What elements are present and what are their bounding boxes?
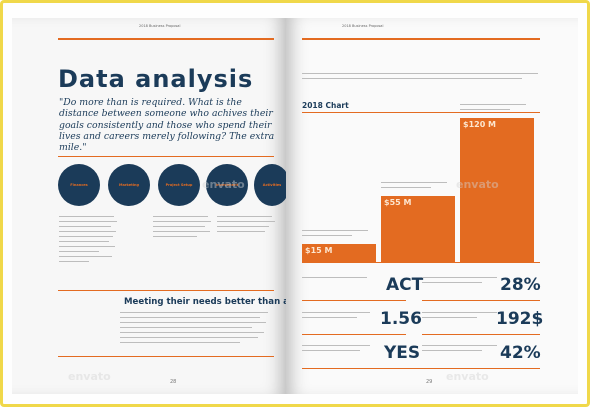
stat-caption [422, 345, 507, 355]
bottom-rule [58, 356, 274, 357]
stat-value: 42% [500, 343, 541, 363]
running-header: 2018 Business Proposal [139, 24, 181, 28]
chart-rule [302, 112, 540, 113]
bar-data-label: $55 M [384, 198, 412, 207]
stat-value: 192$ [496, 309, 544, 329]
left-page: 2018 Business Proposal Data analysis "Do… [12, 18, 319, 394]
right-page: 2018 Business Proposal 2018 Chart $15 M $… [286, 18, 578, 394]
page-number: 28 [170, 379, 177, 385]
stat-caption [302, 312, 387, 322]
circle-activities: Activities [254, 164, 290, 206]
watermark: envato [68, 370, 111, 383]
stat-caption [302, 277, 387, 282]
bar-caption [302, 230, 376, 240]
stat-caption [422, 277, 507, 287]
chart-bar [381, 196, 455, 262]
circle-project-setup: Project Setup [158, 164, 200, 206]
stat-value: YES [384, 343, 421, 363]
circle-label: Finances [70, 183, 88, 187]
top-rule [302, 38, 540, 40]
running-header: 2018 Business Proposal [342, 24, 384, 28]
circle-label: Project Setup [165, 183, 193, 187]
watermark: envato [202, 178, 245, 191]
bar-caption [460, 104, 534, 114]
brochure-spread: 2018 Business Proposal Data analysis "Do… [12, 18, 578, 394]
bar-caption [381, 182, 455, 192]
quote-rule [58, 156, 274, 157]
circle-marketing: Marketing [108, 164, 150, 206]
stat-caption [302, 345, 387, 355]
circle-label: Activities [262, 183, 282, 187]
circle-investment: Investment [206, 164, 248, 206]
circle-label: Investment [215, 183, 239, 187]
section-body-text [120, 312, 270, 347]
stat-value: 1.56 [380, 309, 422, 329]
bar-data-label: $120 M [463, 120, 497, 129]
circle-finances: Finances [58, 164, 100, 206]
chart-bar [302, 244, 376, 262]
stat-caption [422, 312, 507, 322]
body-text-column [153, 216, 213, 241]
body-text-column [217, 216, 277, 236]
watermark: envato [456, 178, 499, 191]
stat-value: ACT [386, 275, 424, 295]
section-rule [58, 290, 274, 291]
stat-rule [302, 300, 406, 301]
bar-data-label: $15 M [305, 246, 333, 255]
page-number: 29 [426, 379, 433, 385]
section-title: Meeting their needs better than anyone [124, 297, 319, 307]
chart-bar [460, 118, 534, 262]
chart-title: 2018 Chart [302, 101, 349, 110]
stat-rule [422, 334, 540, 335]
circle-label: Marketing [118, 183, 140, 187]
top-rule [58, 38, 274, 40]
body-text-column [59, 216, 119, 266]
baseline-rule [302, 262, 540, 263]
bottom-rule [302, 368, 540, 369]
stat-rule [422, 300, 540, 301]
watermark: envato [446, 370, 489, 383]
stat-rule [302, 334, 406, 335]
pull-quote: "Do more than is required. What is the d… [59, 97, 275, 154]
page-title: Data analysis [58, 65, 254, 93]
intro-text [302, 73, 542, 83]
stat-value: 28% [500, 275, 541, 295]
